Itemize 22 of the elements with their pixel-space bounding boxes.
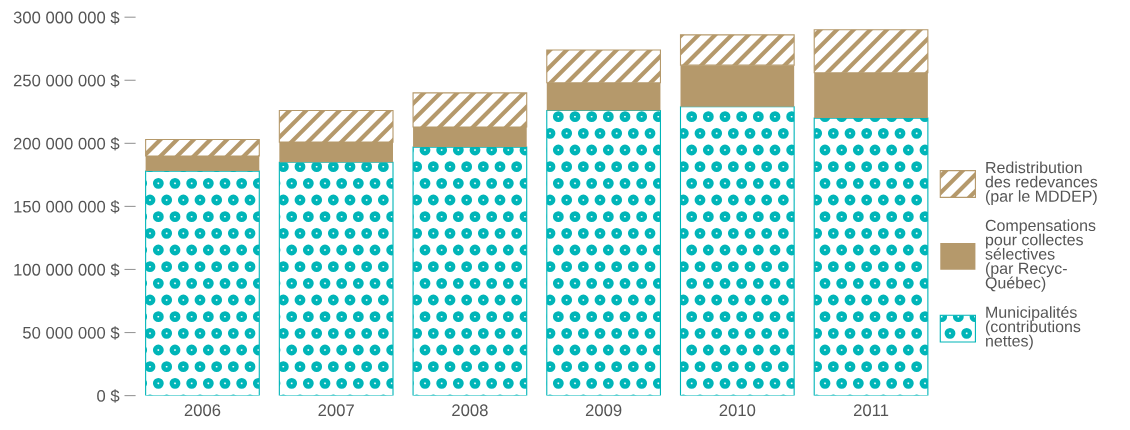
- x-tick-label: 2007: [318, 404, 354, 417]
- y-tick-label: 50 000 000 $: [22, 326, 120, 340]
- legend-label: Compensations pour collectes sélectives (par Recyc- Québec): [985, 219, 1096, 292]
- y-tick-label: 250 000 000 $: [13, 73, 120, 88]
- x-tick-label: 2008: [452, 404, 488, 417]
- y-tick-label: 300 000 000 $: [13, 10, 120, 25]
- bar: [278, 161, 394, 396]
- bar: [145, 170, 260, 396]
- y-tick-label: 200 000 000 $: [13, 137, 120, 151]
- x-tick-label: 2009: [585, 404, 622, 417]
- x-tick-label: 2006: [184, 404, 221, 417]
- y-tick-label: 0 $: [97, 389, 120, 403]
- bar: [412, 146, 528, 396]
- x-tick-label: 2010: [719, 404, 756, 417]
- bar: [813, 117, 929, 396]
- x-tick-label: 2011: [853, 404, 889, 417]
- y-tick-label: 150 000 000 $: [14, 200, 120, 214]
- legend-label: Municipalités (contributions nettes): [985, 306, 1081, 350]
- bar: [679, 106, 795, 396]
- legend-label: Redistribution des redevances (par le MDDEP): [985, 161, 1098, 205]
- bar: [546, 109, 661, 396]
- y-tick-label: 100 000 000 $: [14, 263, 120, 277]
